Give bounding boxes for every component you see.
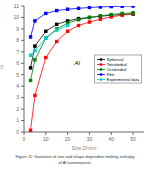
- svg-text:0: 0: [16, 129, 19, 135]
- svg-text:3: 3: [16, 94, 19, 100]
- html-text:Figure 11: Variations of size: Figure 11: Variations of size and shape …: [15, 154, 135, 159]
- svg-text:6: 6: [16, 60, 19, 66]
- svg-text:30: 30: [87, 136, 93, 142]
- svg-text:Size D(nm): Size D(nm): [71, 145, 96, 150]
- svg-text:5: 5: [16, 72, 19, 78]
- html-text:Tetrahedral: Tetrahedral: [106, 61, 127, 67]
- svg-text:20: 20: [65, 136, 71, 142]
- svg-text:9: 9: [16, 26, 19, 32]
- html-text:Film: Film: [106, 71, 115, 77]
- svg-text:50: 50: [130, 136, 136, 142]
- svg-text:10: 10: [13, 14, 19, 20]
- svg-text:0: 0: [23, 136, 26, 142]
- svg-text:1: 1: [16, 117, 19, 123]
- svg-text:2: 2: [16, 106, 19, 112]
- html-text:Experimental data: Experimental data: [106, 76, 139, 82]
- html-text:Spherical: Spherical: [106, 56, 124, 62]
- html-text:of Al nanomaterial.: of Al nanomaterial.: [58, 160, 92, 165]
- html-text:Al: Al: [74, 60, 80, 67]
- svg-text:10: 10: [43, 136, 49, 142]
- svg-text:40: 40: [108, 136, 114, 142]
- svg-text:11: 11: [14, 3, 19, 9]
- svg-text:8: 8: [16, 37, 19, 43]
- svg-text:7: 7: [16, 49, 19, 55]
- html-text:Octahedral: Octahedral: [106, 66, 127, 72]
- svg-text:4: 4: [16, 83, 19, 89]
